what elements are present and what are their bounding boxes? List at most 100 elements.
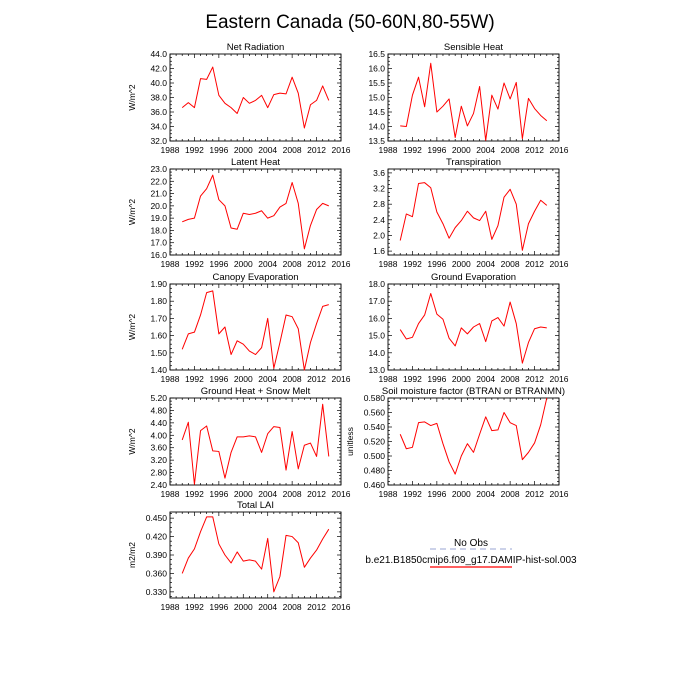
panel-title: Latent Heat bbox=[231, 157, 280, 168]
y-tick-label: 44.0 bbox=[150, 49, 167, 59]
y-axis-label: W/m^2 bbox=[127, 428, 137, 454]
x-tick-label: 1992 bbox=[403, 374, 422, 384]
y-tick-label: 0.520 bbox=[364, 437, 386, 447]
y-tick-label: 13.5 bbox=[368, 136, 385, 146]
x-tick-label: 1992 bbox=[185, 145, 204, 155]
x-tick-label: 2008 bbox=[501, 374, 520, 384]
panel-title: Ground Heat + Snow Melt bbox=[201, 386, 311, 397]
panel-title: Canopy Evaporation bbox=[212, 272, 298, 283]
series-line bbox=[399, 397, 548, 475]
x-tick-label: 2012 bbox=[307, 489, 326, 499]
x-tick-label: 1996 bbox=[209, 602, 228, 612]
x-tick-label: 2000 bbox=[452, 489, 471, 499]
x-tick-label: 1996 bbox=[427, 489, 446, 499]
y-tick-label: 1.90 bbox=[150, 279, 167, 289]
x-tick-label: 2004 bbox=[258, 602, 277, 612]
x-tick-label: 2004 bbox=[258, 374, 277, 384]
y-tick-label: 17.0 bbox=[150, 238, 167, 248]
x-tick-label: 1992 bbox=[185, 489, 204, 499]
y-tick-label: 2.40 bbox=[150, 480, 167, 490]
x-tick-label: 2004 bbox=[258, 259, 277, 269]
x-tick-label: 2000 bbox=[234, 602, 253, 612]
x-tick-label: 1996 bbox=[209, 489, 228, 499]
x-tick-label: 2016 bbox=[332, 259, 351, 269]
legend-label-model: b.e21.B1850cmip6.f09_g17.DAMIP-hist-sol.… bbox=[365, 555, 577, 566]
y-tick-label: 16.5 bbox=[368, 49, 385, 59]
y-tick-label: 1.6 bbox=[373, 246, 385, 256]
y-tick-label: 0.450 bbox=[146, 513, 168, 523]
panel-latent-heat: Latent Heat 1988 1992 1996 2000 2004 2008 2012 2… bbox=[127, 157, 351, 269]
x-tick-label: 2012 bbox=[307, 602, 326, 612]
series-line bbox=[182, 174, 329, 250]
x-tick-label: 2012 bbox=[525, 259, 544, 269]
panel-net-radiation: Net Radiation 1988 1992 1996 2000 2004 2008 201… bbox=[127, 42, 351, 155]
panel-title: Transpiration bbox=[446, 157, 501, 168]
plot-frame bbox=[387, 53, 560, 142]
x-tick-label: 1996 bbox=[427, 145, 446, 155]
x-tick-label: 1988 bbox=[379, 145, 398, 155]
y-axis-label: W/m^2 bbox=[127, 314, 137, 340]
x-tick-label: 1992 bbox=[185, 602, 204, 612]
x-tick-label: 2000 bbox=[452, 259, 471, 269]
panel-title: Ground Evaporation bbox=[431, 272, 516, 283]
y-tick-label: 16.0 bbox=[368, 64, 385, 74]
y-tick-label: 0.390 bbox=[146, 550, 168, 560]
x-tick-label: 1992 bbox=[403, 145, 422, 155]
x-tick-label: 2012 bbox=[525, 145, 544, 155]
x-tick-label: 1992 bbox=[403, 489, 422, 499]
x-tick-label: 2004 bbox=[476, 145, 495, 155]
x-tick-label: 2012 bbox=[307, 374, 326, 384]
y-tick-label: 1.70 bbox=[150, 313, 167, 323]
y-tick-label: 0.420 bbox=[146, 532, 168, 542]
y-tick-label: 4.80 bbox=[150, 405, 167, 415]
x-tick-label: 2012 bbox=[525, 374, 544, 384]
x-tick-label: 2016 bbox=[550, 259, 569, 269]
y-tick-label: 42.0 bbox=[150, 64, 167, 74]
panel-title: Soil moisture factor (BTRAN or BTRANMN) bbox=[382, 386, 565, 397]
x-tick-label: 2008 bbox=[283, 489, 302, 499]
y-tick-label: 1.80 bbox=[150, 296, 167, 306]
x-tick-label: 1988 bbox=[379, 259, 398, 269]
x-tick-label: 2008 bbox=[501, 259, 520, 269]
x-tick-label: 2016 bbox=[332, 145, 351, 155]
y-tick-label: 16.0 bbox=[150, 250, 167, 260]
y-tick-label: 19.0 bbox=[150, 213, 167, 223]
x-tick-label: 1988 bbox=[161, 374, 180, 384]
series-line bbox=[181, 403, 330, 485]
x-tick-label: 2000 bbox=[234, 145, 253, 155]
x-tick-label: 1996 bbox=[209, 374, 228, 384]
legend: No Obs b.e21.B1850cmip6.f09_g17.DAMIP-hi… bbox=[365, 538, 577, 568]
x-tick-label: 1996 bbox=[209, 145, 228, 155]
panel-title: Net Radiation bbox=[227, 42, 285, 53]
series-line bbox=[181, 66, 330, 129]
x-tick-label: 2012 bbox=[307, 259, 326, 269]
y-tick-label: 3.6 bbox=[373, 168, 385, 178]
x-tick-label: 1988 bbox=[379, 489, 398, 499]
y-tick-label: 14.0 bbox=[368, 348, 385, 358]
series-line bbox=[181, 516, 330, 593]
y-tick-label: 15.0 bbox=[368, 331, 385, 341]
x-tick-label: 1996 bbox=[209, 259, 228, 269]
y-tick-label: 0.540 bbox=[364, 422, 386, 432]
x-tick-label: 1992 bbox=[185, 259, 204, 269]
y-axis-label: W/m^2 bbox=[127, 84, 137, 110]
x-tick-label: 1996 bbox=[427, 374, 446, 384]
panel-transpiration: Transpiration 1988 1992 1996 2000 2004 2008 201… bbox=[373, 157, 569, 269]
x-tick-label: 2004 bbox=[476, 259, 495, 269]
x-tick-label: 2016 bbox=[332, 489, 351, 499]
x-tick-label: 2000 bbox=[234, 489, 253, 499]
y-tick-label: 15.0 bbox=[368, 93, 385, 103]
x-tick-label: 1988 bbox=[161, 602, 180, 612]
y-tick-label: 17.0 bbox=[368, 296, 385, 306]
y-tick-label: 40.0 bbox=[150, 78, 167, 88]
y-tick-label: 18.0 bbox=[150, 225, 167, 235]
x-tick-label: 2016 bbox=[332, 374, 351, 384]
y-tick-label: 3.2 bbox=[373, 184, 385, 194]
y-tick-label: 2.80 bbox=[150, 468, 167, 478]
x-tick-label: 1988 bbox=[379, 374, 398, 384]
panel-soil-moisture-factor-btran-or-btranmn: Soil moisture factor (BTRAN or BTRANMN) 1… bbox=[345, 386, 569, 499]
x-tick-label: 1988 bbox=[161, 489, 180, 499]
y-tick-label: 0.330 bbox=[146, 587, 168, 597]
x-tick-label: 2000 bbox=[452, 145, 471, 155]
